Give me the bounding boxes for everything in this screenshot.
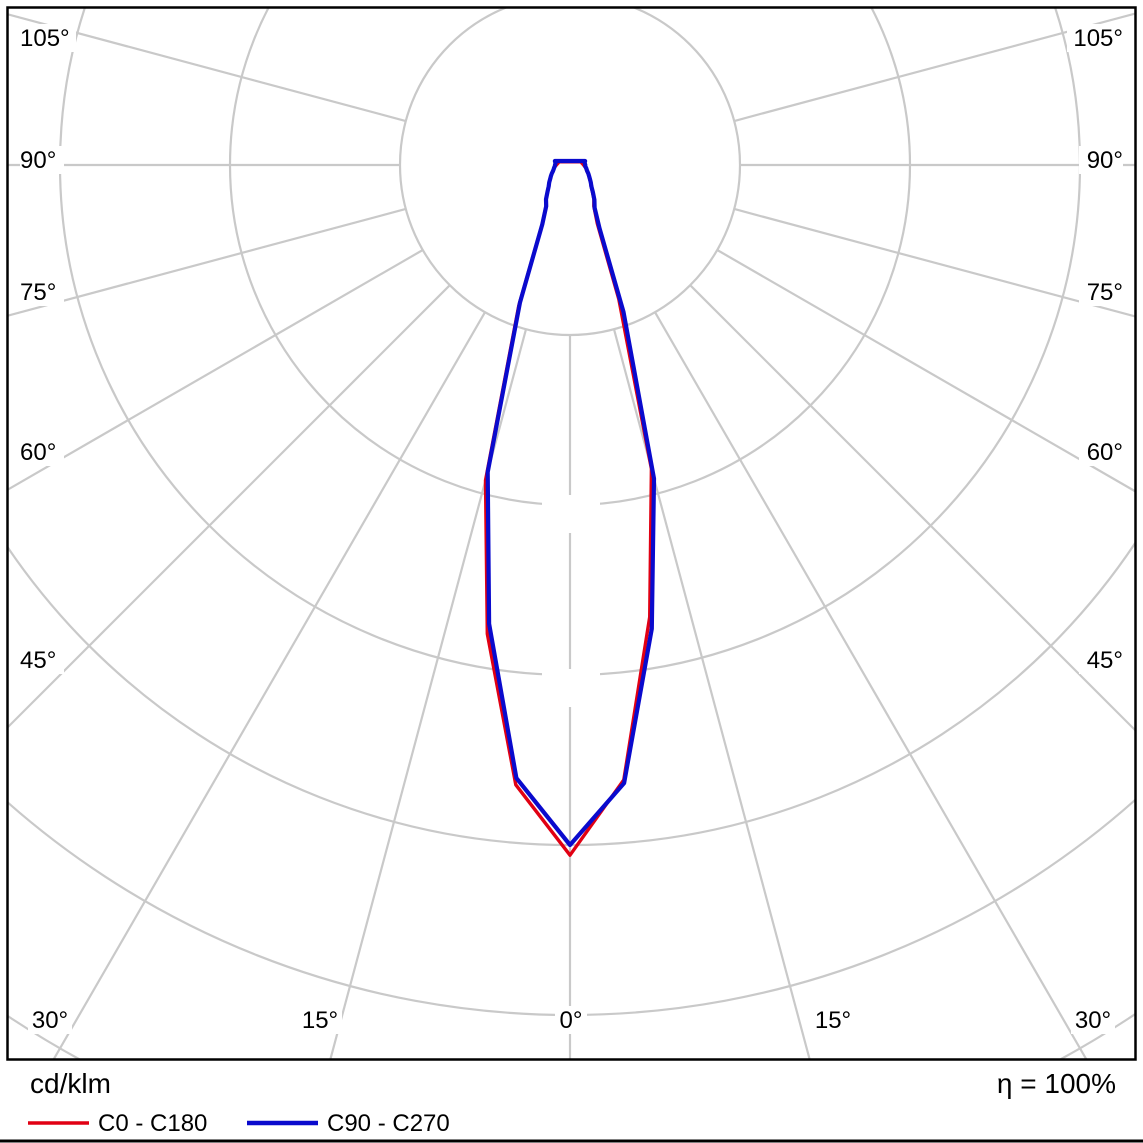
angle-label: 45° bbox=[20, 647, 56, 674]
efficiency-value: η = 100% bbox=[997, 1068, 1116, 1099]
angle-label: 15° bbox=[815, 1007, 851, 1034]
angle-label-backing bbox=[20, 278, 64, 306]
angle-label-backing bbox=[555, 1006, 587, 1034]
angle-label: 90° bbox=[1087, 147, 1123, 174]
angle-label-backing bbox=[1079, 646, 1123, 674]
angle-label: 0° bbox=[560, 1007, 583, 1034]
angle-label: 105° bbox=[1073, 25, 1123, 52]
angle-label-backing bbox=[811, 1006, 855, 1034]
curve-c90-c270 bbox=[485, 158, 657, 848]
angle-label: 15° bbox=[302, 1007, 338, 1034]
angle-label-backing bbox=[20, 24, 76, 52]
angle-label-backing bbox=[1071, 1006, 1115, 1034]
axis-value-gap bbox=[542, 495, 600, 533]
angle-label-backing bbox=[1079, 146, 1123, 174]
angle-label: 75° bbox=[20, 279, 56, 306]
angle-label: 60° bbox=[1087, 439, 1123, 466]
radial-unit-label: cd/klm bbox=[30, 1068, 111, 1099]
angle-label-backing bbox=[20, 646, 64, 674]
angle-label: 75° bbox=[1087, 279, 1123, 306]
angle-label-backing bbox=[28, 1006, 72, 1034]
legend-label-c0-c180: C0 - C180 bbox=[98, 1110, 207, 1137]
angle-label: 90° bbox=[20, 147, 56, 174]
angle-label: 60° bbox=[20, 439, 56, 466]
angle-label-backing bbox=[20, 146, 64, 174]
angle-label-backing bbox=[20, 438, 64, 466]
angle-label: 30° bbox=[32, 1007, 68, 1034]
angle-label-backing bbox=[1067, 24, 1123, 52]
angle-label-backing bbox=[298, 1006, 342, 1034]
angle-label: 105° bbox=[20, 25, 70, 52]
plot-border bbox=[6, 6, 1137, 1061]
angle-label: 30° bbox=[1075, 1007, 1111, 1034]
axis-value-gap bbox=[542, 669, 600, 707]
legend-label-c90-c270: C90 - C270 bbox=[327, 1110, 450, 1137]
legend: C0 - C180 C90 - C270 bbox=[28, 1110, 450, 1137]
angle-label-backing bbox=[1079, 438, 1123, 466]
angle-label-backing bbox=[1079, 278, 1123, 306]
angle-label: 45° bbox=[1087, 647, 1123, 674]
